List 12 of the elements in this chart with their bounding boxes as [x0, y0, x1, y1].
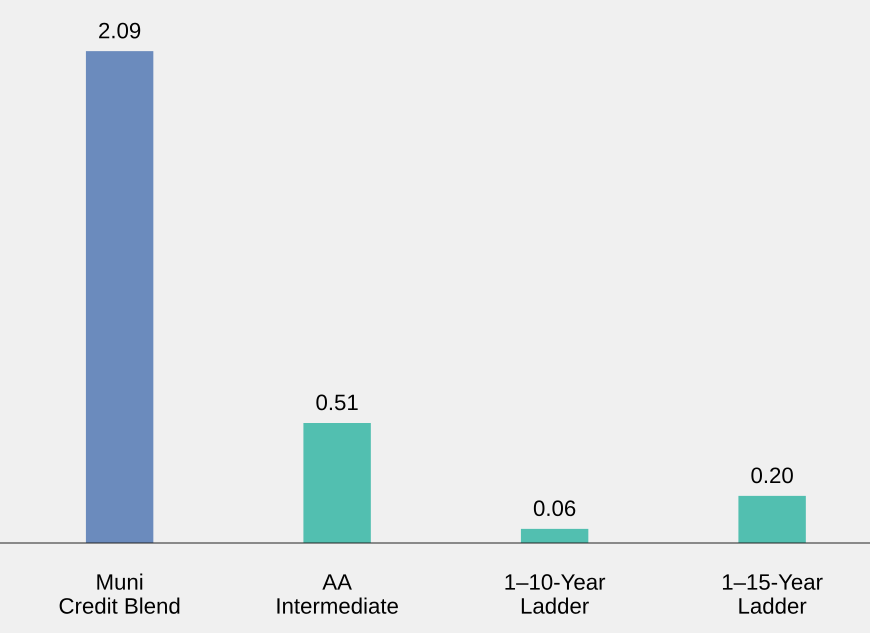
- bar: [738, 496, 806, 543]
- data-label: 2.09: [99, 22, 140, 38]
- data-label: 0.51: [316, 394, 358, 410]
- bar: [303, 422, 371, 543]
- data-label: 0.20: [751, 467, 793, 484]
- x-tick-label: AA Intermediate: [277, 574, 398, 614]
- bar: [520, 528, 588, 543]
- bar: [86, 51, 154, 543]
- x-tick-label: 1–10-Year Ladder: [505, 574, 606, 614]
- x-tick-label: 1–15-Year Ladder: [722, 574, 823, 614]
- data-label: 0.06: [534, 500, 576, 516]
- x-tick-label: Muni Credit Blend: [60, 574, 180, 614]
